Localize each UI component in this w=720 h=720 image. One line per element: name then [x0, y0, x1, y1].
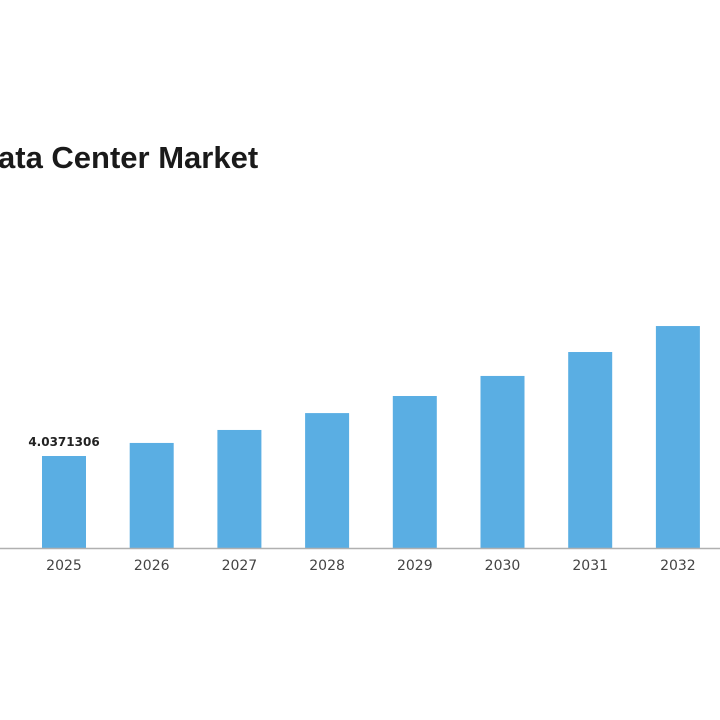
- x-tick-label: 2028: [309, 558, 345, 574]
- bar-2029: [392, 396, 437, 548]
- bar-2031: [568, 352, 613, 548]
- bar-2032: [655, 326, 700, 548]
- data-label: 4.0371306: [28, 435, 99, 449]
- x-tick-label: 2026: [134, 558, 170, 574]
- bar-2027: [217, 429, 262, 548]
- x-tick-label: 2031: [572, 558, 608, 574]
- x-tick-label: 2025: [46, 558, 82, 574]
- bar-2028: [305, 413, 350, 548]
- bar-2026: [129, 442, 174, 548]
- x-tick-label: 2029: [397, 558, 433, 574]
- bar-2025: [42, 456, 86, 548]
- x-tick-label: 2027: [222, 558, 258, 574]
- x-tick-label: 2030: [485, 558, 521, 574]
- x-tick-label: 2032: [660, 558, 696, 574]
- bar-2030: [480, 375, 525, 548]
- chart-title: ata Center Market: [0, 140, 259, 175]
